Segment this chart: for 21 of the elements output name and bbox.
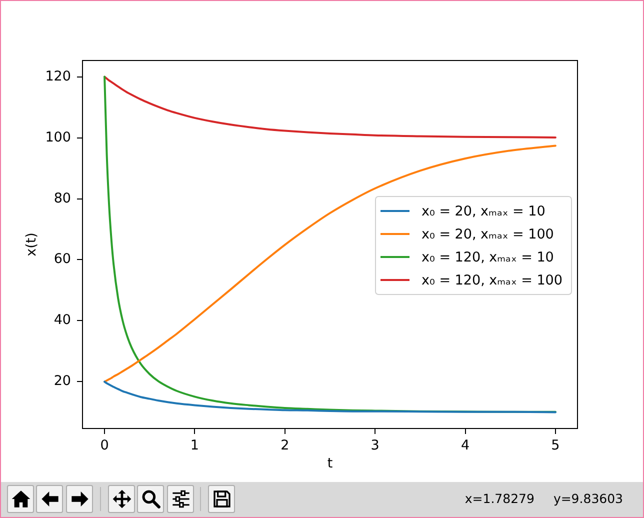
line-series xyxy=(104,76,556,138)
x-tick-label: 3 xyxy=(370,438,380,454)
legend-label: x₀ = 120, xₘₐₓ = 100 xyxy=(422,272,562,288)
x-tick-label: 1 xyxy=(190,438,200,454)
line-series xyxy=(104,380,556,414)
legend-label: x₀ = 120, xₘₐₓ = 10 xyxy=(422,250,554,266)
toolbar: x=1.78279 y=9.83603 xyxy=(1,482,643,517)
legend-label: x₀ = 20, xₘₐₓ = 100 xyxy=(422,226,554,242)
x-tick-label: 4 xyxy=(460,438,470,454)
legend-label: x₀ = 20, xₘₐₓ = 10 xyxy=(422,204,546,220)
x-tick-label: 5 xyxy=(551,438,560,454)
y-tick-label: 80 xyxy=(54,190,71,206)
x-tick-label: 2 xyxy=(280,438,290,454)
y-axis-title: x(t) xyxy=(24,232,40,256)
x-axis-title: t xyxy=(327,455,333,472)
x-tick-label: 0 xyxy=(100,438,109,454)
y-tick-label: 40 xyxy=(54,312,71,328)
y-tick-label: 20 xyxy=(54,373,71,390)
y-tick-label: 60 xyxy=(54,251,71,268)
y-tick-label: 120 xyxy=(45,68,71,84)
y-tick-label: 100 xyxy=(45,129,71,146)
